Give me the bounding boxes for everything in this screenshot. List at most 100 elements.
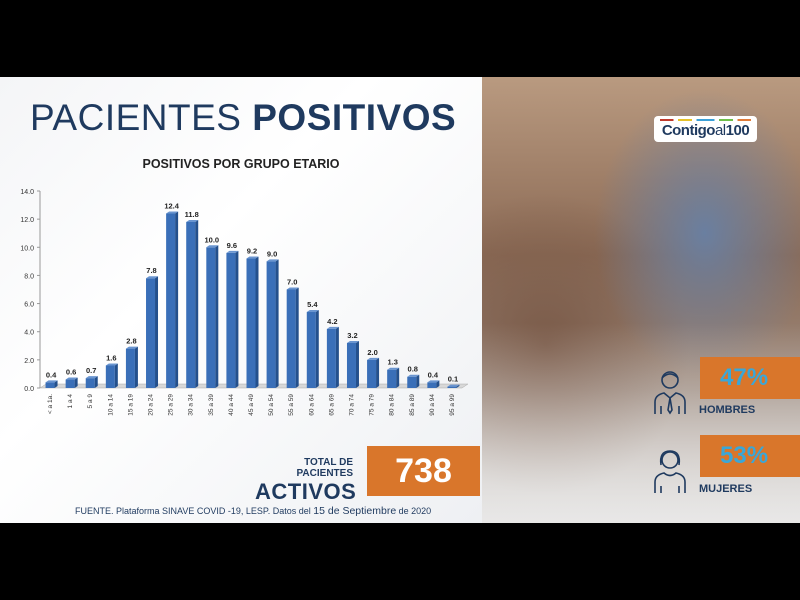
y-tick-label: 4.0 [24,330,34,337]
bar [85,378,95,388]
bar-top [387,367,400,370]
x-tick-label: 55 a 59 [288,394,295,416]
bar-value-label: 9.2 [247,247,257,256]
bar-top [427,380,440,383]
logo-text-a: Contigo [661,122,716,139]
bar-side [456,384,460,388]
x-tick-label: 65 a 69 [328,394,335,416]
total-value: 738 [367,446,480,496]
contigo-al-100-logo: Contigoal100 [654,116,757,142]
bar [246,258,256,388]
bar-top [407,374,420,377]
bar-side [54,380,58,388]
bar [387,369,397,388]
bar-top [85,376,98,379]
bar-value-label: 2.8 [126,337,136,346]
source-date: 15 de Septiembre [313,505,397,517]
bar [326,328,336,388]
bar [407,376,417,388]
logo-stripes [660,119,751,121]
bar-value-label: 5.4 [307,300,318,309]
x-tick-label: 70 a 74 [348,394,355,416]
bar-side [355,340,359,388]
stat-hombres-value: 47% [700,357,800,399]
source-prefix: FUENTE. Plataforma SINAVE COVID -19, LES… [75,506,314,516]
bar-side [94,376,98,388]
y-tick-label: 14.0 [20,189,34,196]
bar-side [114,363,118,388]
logo-text-c: 100 [725,122,750,139]
bar [105,365,115,388]
bar-side [235,250,239,388]
bar-value-label: 0.4 [46,370,57,379]
bar-value-label: 7.8 [146,266,156,275]
bar-side [275,259,279,388]
bar [146,278,156,388]
bar-top [125,346,138,349]
stat-hombres-label: HOMBRES [699,404,756,416]
bar-top [246,256,259,259]
bar-value-label: 11.8 [185,210,199,219]
title-light: PACIENTES [30,97,253,138]
bar-value-label: 9.0 [267,249,277,258]
bar-side [396,367,400,388]
x-tick-label: 45 a 49 [248,394,255,416]
bar-top [226,250,239,253]
stat-mujeres-value: 53% [700,435,800,477]
y-tick-label: 2.0 [24,358,34,365]
chart-title: POSITIVOS POR GRUPO ETARIO [142,157,340,171]
bar-side [215,245,219,388]
bar-value-label: 0.8 [408,365,418,374]
bar-chart: 0.0 2.0 4.0 6.0 8.0 10.0 12.0 14.0 0.4 < a 1a. 0.6… [20,189,469,416]
x-tick-label: 80 a 84 [389,394,396,416]
bar [206,247,216,388]
bar-top [166,211,179,214]
bar-top [266,259,279,262]
source-suffix: de 2020 [396,506,432,516]
bar-value-label: 0.7 [86,366,96,375]
x-tick-label: 75 a 79 [369,394,376,416]
bar-side [295,287,299,388]
bar [125,348,135,388]
bar [346,342,356,388]
x-tick-label: < a 1a. [47,394,54,414]
x-tick-label: 60 a 64 [308,394,315,416]
woman-icon [654,450,686,493]
x-tick-label: 85 a 89 [409,394,416,416]
bar-value-label: 10.0 [205,235,220,244]
total-label: TOTAL DE PACIENTES ACTIVOS [255,457,357,505]
bar-value-label: 0.6 [66,368,76,377]
bar-side [175,211,179,388]
total-label-small: TOTAL DE PACIENTES [296,457,354,479]
bar-side [74,377,78,388]
bar-side [436,380,440,388]
x-tick-label: 20 a 24 [148,394,155,416]
bar-top [186,219,199,222]
bar-side [416,374,420,388]
bar-value-label: 3.2 [347,331,357,340]
bar-value-label: 1.6 [106,353,116,362]
left-panel: PACIENTES POSITIVOS POSITIVOS POR GRUPO … [0,77,482,523]
x-tick-label: 25 a 29 [168,394,175,416]
bar-top [306,310,319,313]
bar-top [146,276,159,279]
bar [226,252,236,388]
y-tick-label: 12.0 [20,217,34,224]
bar [186,221,196,388]
stat-mujeres-label: MUJERES [699,483,753,495]
logo-text: Contigoal100 [654,122,757,139]
bar-top [45,380,58,383]
bar-top [346,340,359,343]
bar [367,359,377,388]
man-icon [654,371,686,415]
bar-top [326,326,339,329]
bar-value-label: 2.0 [367,348,377,357]
y-tick-label: 0.0 [24,386,34,393]
bar-top [206,245,219,248]
title-bold: POSITIVOS [252,97,457,138]
bar [306,312,316,388]
x-tick-label: 1 a 4 [67,394,74,409]
total-label-big: ACTIVOS [255,479,357,504]
page-title: PACIENTES POSITIVOS [30,97,456,139]
bar-side [195,219,199,388]
